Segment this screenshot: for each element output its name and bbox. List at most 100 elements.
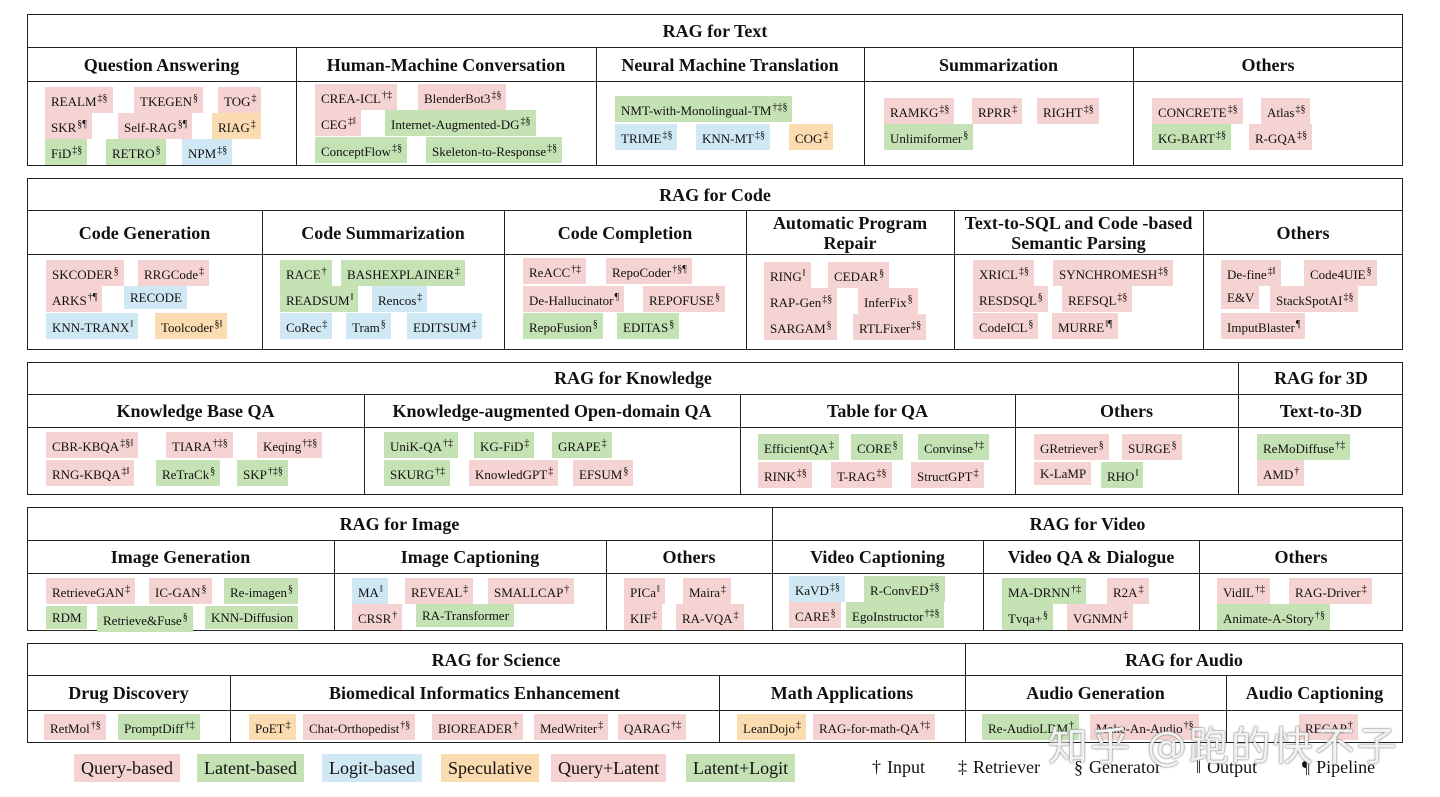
method-chip: K-LaMP (1034, 462, 1092, 485)
method-chip: RNG-KBQA‡‖ (46, 460, 135, 486)
column-header: Knowledge Base QA (116, 401, 275, 422)
method-chip: RESDSQL§ (973, 286, 1048, 312)
method-marks: †§ (400, 720, 411, 731)
method-name: CORE (857, 441, 892, 456)
method-name: BASHEXPLAINER (347, 267, 454, 282)
method-chip: ImputBlaster¶ (1221, 313, 1306, 339)
method-name: EDITSUM (413, 320, 471, 335)
method-marks: ‡ (823, 130, 829, 141)
method-name: Re-AudioLDM (988, 721, 1069, 736)
method-name: RA-Transformer (422, 608, 509, 623)
divider (504, 210, 505, 350)
method-name: QARAG (624, 721, 671, 736)
method-chip: CBR-KBQA‡§‖ (46, 432, 138, 458)
method-marks: ‡ (417, 292, 423, 303)
legend-symbol: § (1074, 757, 1083, 777)
column-header: Audio Generation (1026, 682, 1165, 703)
method-marks: † (1069, 720, 1075, 731)
divider (1238, 362, 1239, 495)
method-marks: ‡ (721, 584, 727, 595)
method-name: BIOREADER (438, 721, 513, 736)
method-marks: §¶ (177, 119, 188, 130)
watermark-text: 知乎 @跑的快不子 (1048, 724, 1399, 770)
method-name: RA-VQA (682, 611, 733, 626)
method-name: RetMol (50, 721, 90, 736)
method-marks: § (1028, 319, 1034, 330)
method-name: PromptDiff (124, 721, 184, 736)
method-name: EDITAS (623, 320, 669, 335)
method-name: Rencos (378, 293, 417, 308)
method-name: R-ConvED (870, 583, 929, 598)
method-name: CBR-KBQA (52, 439, 120, 454)
method-name: RECAP (1305, 721, 1347, 736)
method-chip: GRAPE‡ (552, 432, 612, 458)
method-marks: ‡§ (97, 93, 108, 104)
method-name: StructGPT (917, 469, 973, 484)
method-marks: § (193, 93, 198, 104)
method-name: NPM (188, 146, 217, 161)
method-name: AMD (1263, 467, 1294, 482)
method-chip: Tram§ (346, 313, 391, 339)
method-name: De-fine (1227, 267, 1267, 282)
method-name: T-RAG (837, 469, 876, 484)
column-header: Image Captioning (400, 547, 540, 568)
legend-type: Query+Latent (551, 754, 667, 782)
method-name: EgoInstructor (852, 609, 924, 624)
method-name: TIARA (172, 439, 212, 454)
method-name: ReACC (529, 265, 571, 280)
method-marks: ‡ (651, 610, 657, 621)
method-marks: †‡ (443, 438, 453, 449)
column-header: Text-to-3D (1279, 401, 1363, 422)
method-name: VGNMN (1073, 611, 1123, 626)
method-name: ReMoDiffuse (1263, 441, 1335, 456)
method-name: MURRE (1058, 320, 1105, 335)
method-name: RAG-for-math-QA (819, 721, 920, 736)
method-chip: AMD† (1257, 460, 1305, 486)
method-name: KNN-Diffusion (211, 610, 294, 625)
divider (27, 710, 1403, 711)
method-chip: CARE§ (789, 602, 841, 628)
method-chip: SKURG†‡ (384, 460, 451, 486)
method-chip: REALM‡§ (45, 87, 113, 113)
legend-symbol: ¶ (1302, 757, 1311, 777)
method-name: RepoCoder (612, 265, 672, 280)
three-d-section-title: RAG for 3D (1274, 368, 1368, 388)
divider (740, 394, 741, 495)
column-header: Text-to-SQL and Code -based Semantic Par… (964, 212, 1193, 253)
column-header: Automatic Program Repair (772, 212, 928, 253)
method-name: SYNCHROMESH (1059, 267, 1158, 282)
method-name: CEG (321, 117, 347, 132)
method-chip: KaVD‡§ (789, 576, 845, 602)
method-name: IC-GAN (155, 585, 201, 600)
method-name: SARGAM (770, 321, 826, 336)
method-chip: ConceptFlow‡§ (315, 137, 408, 163)
method-chip: BlenderBot3‡§ (418, 84, 507, 110)
legend-label: Input (887, 757, 925, 777)
method-chip: De-fine‡‖ (1221, 260, 1281, 286)
method-marks: ‡§ (392, 143, 403, 154)
divider (772, 507, 773, 631)
method-chip: SMALLCAP† (488, 578, 575, 604)
method-name: VidIL (1223, 585, 1254, 600)
method-chip: Tvqa+§ (1002, 604, 1054, 630)
method-name: RAMKG (890, 105, 939, 120)
method-marks: ‡§ (1019, 266, 1029, 277)
method-chip: T-RAG‡§ (831, 462, 892, 488)
method-marks: †‡ (1255, 584, 1265, 595)
method-name: SURGE (1128, 441, 1171, 456)
method-marks: ‡ (199, 266, 205, 277)
method-chip: Make-An-Audio†§ (1090, 714, 1199, 740)
method-marks: § (1098, 440, 1104, 451)
method-chip: Keqing†‡§ (257, 432, 323, 458)
method-marks: ‡ (322, 319, 328, 330)
method-name: CoRec (286, 320, 322, 335)
divider (746, 210, 747, 350)
method-name: READSUM (286, 293, 350, 308)
method-marks: †‡ (184, 720, 195, 731)
legend-type: Speculative (441, 754, 539, 782)
method-marks: ‡ (733, 610, 739, 621)
divider (1015, 394, 1016, 495)
method-name: KG-BART (1158, 131, 1215, 146)
method-marks: § (879, 268, 885, 279)
method-marks: ‡§ (822, 294, 833, 305)
